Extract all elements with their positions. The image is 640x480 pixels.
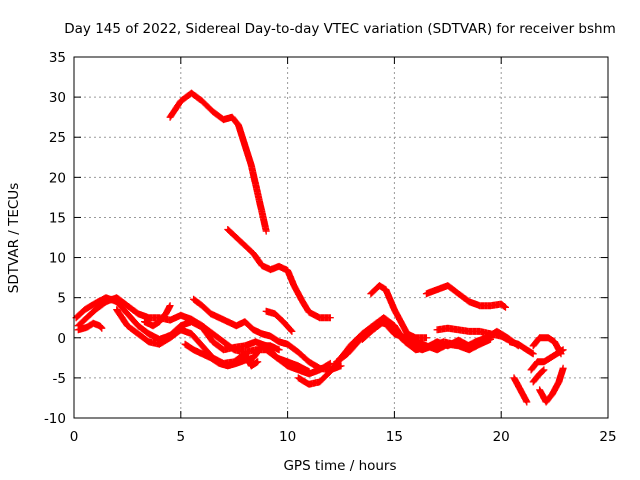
data-point-markers: [333, 318, 522, 366]
data-point-markers: [166, 89, 270, 235]
series-arc-r: [527, 346, 567, 374]
data-point-markers: [510, 374, 531, 406]
data-points: [72, 89, 567, 406]
series-arc-p: [510, 374, 531, 406]
y-tick-label: -10: [44, 411, 66, 427]
data-point-markers: [527, 346, 567, 374]
data-point-markers: [433, 324, 516, 346]
data-point-markers: [74, 319, 106, 334]
data-point-markers: [190, 295, 345, 374]
x-tick-label: 5: [177, 429, 186, 445]
series-arc-s: [536, 364, 567, 406]
y-tick-label: 10: [49, 251, 66, 267]
series-arc-k: [358, 318, 494, 354]
x-tick-label: 0: [70, 429, 79, 445]
y-tick-label: 25: [49, 130, 66, 146]
y-tick-label: 35: [49, 50, 66, 66]
chart-title: Day 145 of 2022, Sidereal Day-to-day VTE…: [64, 21, 615, 37]
data-point-markers: [224, 226, 334, 322]
data-point-markers: [506, 338, 537, 358]
x-tick-label: 25: [599, 429, 616, 445]
y-tick-label: -5: [53, 371, 66, 387]
tick-labels: 0 5 10 15 20 25 -10 -5 0 5 10 15 20 25 30 35: [44, 50, 617, 445]
y-tick-label: 20: [49, 170, 66, 186]
y-tick-label: 0: [57, 331, 66, 347]
y-axis-label: SDTVAR / TECUs: [6, 183, 22, 293]
x-tick-label: 20: [493, 429, 510, 445]
data-point-markers: [262, 307, 296, 335]
data-point-markers: [422, 282, 509, 311]
series-arc-g: [181, 340, 283, 370]
series-arc-f: [190, 295, 345, 374]
y-tick-label: 15: [49, 210, 66, 226]
series-arc-mid: [224, 226, 334, 322]
series-arc-h: [262, 307, 296, 335]
series-arc-e: [141, 302, 174, 330]
series-arc-t: [529, 366, 548, 386]
data-point-markers: [141, 302, 174, 330]
axis-ticks: [73, 56, 609, 419]
x-tick-label: 10: [279, 429, 296, 445]
series-arc-j: [333, 318, 522, 366]
data-point-markers: [358, 318, 494, 354]
series-arc-n: [433, 324, 516, 346]
series-arc-o: [506, 338, 537, 358]
data-point-markers: [367, 282, 430, 342]
grid-lines: [74, 57, 608, 418]
data-point-markers: [181, 340, 283, 370]
y-tick-label: 30: [49, 90, 66, 106]
series-arc-m: [422, 282, 509, 311]
plot-frame: [73, 56, 609, 419]
y-tick-label: 5: [57, 291, 66, 307]
x-tick-label: 15: [386, 429, 403, 445]
series-arc-d: [74, 319, 106, 334]
series-arc-l: [367, 282, 430, 342]
data-point-markers: [529, 366, 548, 386]
data-point-markers: [536, 364, 567, 406]
x-axis-label: GPS time / hours: [283, 458, 396, 474]
series-arc-high: [166, 89, 270, 235]
